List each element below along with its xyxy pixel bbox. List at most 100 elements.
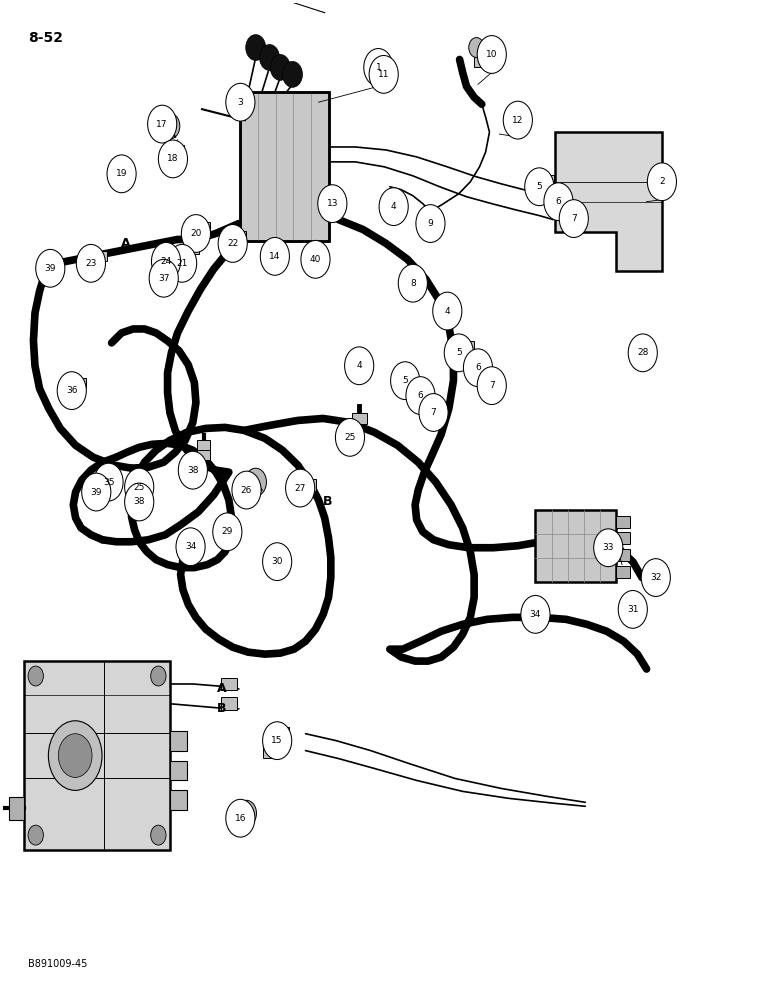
Bar bbox=[174, 145, 185, 154]
Circle shape bbox=[559, 200, 588, 237]
Text: 4: 4 bbox=[391, 202, 397, 211]
Text: 7: 7 bbox=[571, 214, 577, 223]
Text: 14: 14 bbox=[269, 252, 280, 261]
Text: 20: 20 bbox=[190, 229, 201, 238]
Text: 2: 2 bbox=[659, 177, 665, 186]
Bar bbox=[262, 744, 279, 758]
Bar bbox=[464, 341, 474, 350]
Text: 4: 4 bbox=[445, 307, 450, 316]
Bar bbox=[197, 450, 211, 460]
Text: 25: 25 bbox=[134, 483, 145, 492]
Text: 12: 12 bbox=[512, 116, 523, 125]
Bar bbox=[232, 231, 245, 242]
Circle shape bbox=[151, 666, 166, 686]
Bar bbox=[222, 678, 236, 690]
Text: 3: 3 bbox=[238, 98, 243, 107]
Text: 28: 28 bbox=[637, 348, 648, 357]
Circle shape bbox=[168, 244, 197, 282]
Bar bbox=[95, 251, 107, 261]
Circle shape bbox=[628, 334, 657, 372]
Text: 35: 35 bbox=[103, 478, 114, 487]
Circle shape bbox=[286, 469, 315, 507]
Text: 26: 26 bbox=[241, 486, 252, 495]
Text: 21: 21 bbox=[177, 259, 188, 268]
Bar bbox=[409, 268, 422, 278]
Text: 34: 34 bbox=[185, 542, 196, 551]
Circle shape bbox=[525, 168, 554, 206]
Text: 5: 5 bbox=[537, 182, 542, 191]
Circle shape bbox=[335, 418, 364, 456]
Bar bbox=[555, 189, 566, 198]
Circle shape bbox=[76, 244, 106, 282]
Circle shape bbox=[477, 36, 506, 73]
Text: 9: 9 bbox=[428, 219, 433, 228]
Text: 1: 1 bbox=[375, 63, 381, 72]
Text: 17: 17 bbox=[157, 120, 168, 129]
Text: 16: 16 bbox=[235, 814, 246, 823]
Circle shape bbox=[369, 55, 398, 93]
Text: B891009-45: B891009-45 bbox=[28, 959, 87, 969]
Circle shape bbox=[107, 155, 136, 193]
Text: 30: 30 bbox=[272, 557, 283, 566]
Text: 37: 37 bbox=[158, 274, 170, 283]
Circle shape bbox=[642, 559, 670, 596]
Circle shape bbox=[151, 825, 166, 845]
Circle shape bbox=[477, 367, 506, 405]
Bar bbox=[258, 92, 276, 241]
Circle shape bbox=[236, 800, 256, 826]
Circle shape bbox=[406, 377, 435, 414]
Text: 5: 5 bbox=[456, 348, 462, 357]
Circle shape bbox=[444, 334, 473, 372]
Circle shape bbox=[379, 188, 408, 226]
Text: 4: 4 bbox=[357, 361, 362, 370]
Bar bbox=[351, 413, 367, 424]
Circle shape bbox=[364, 49, 393, 86]
Circle shape bbox=[262, 722, 292, 760]
Bar bbox=[240, 92, 329, 241]
Circle shape bbox=[419, 394, 448, 431]
Text: 27: 27 bbox=[294, 484, 306, 493]
Bar bbox=[170, 790, 187, 810]
Bar bbox=[187, 244, 199, 254]
Bar bbox=[170, 731, 187, 751]
Bar bbox=[198, 222, 210, 232]
Circle shape bbox=[218, 225, 247, 262]
Circle shape bbox=[28, 666, 43, 686]
Circle shape bbox=[398, 264, 428, 302]
Bar bbox=[303, 479, 317, 491]
Circle shape bbox=[178, 451, 208, 489]
Circle shape bbox=[594, 529, 623, 567]
Circle shape bbox=[469, 38, 484, 57]
Circle shape bbox=[158, 140, 188, 178]
Circle shape bbox=[213, 513, 242, 551]
Text: 8-52: 8-52 bbox=[28, 31, 63, 45]
Circle shape bbox=[301, 240, 330, 278]
Bar bbox=[616, 532, 630, 544]
Circle shape bbox=[245, 35, 266, 60]
Circle shape bbox=[160, 113, 180, 139]
Bar bbox=[477, 356, 487, 365]
Bar bbox=[616, 566, 630, 578]
Bar bbox=[536, 510, 616, 582]
Bar bbox=[272, 727, 289, 741]
Circle shape bbox=[262, 543, 292, 581]
Text: 32: 32 bbox=[650, 573, 662, 582]
Text: 7: 7 bbox=[489, 381, 495, 390]
Circle shape bbox=[416, 205, 445, 242]
Circle shape bbox=[36, 249, 65, 287]
Text: B: B bbox=[217, 702, 227, 715]
Circle shape bbox=[94, 463, 123, 501]
Circle shape bbox=[124, 468, 154, 506]
Bar bbox=[9, 797, 24, 820]
Bar bbox=[427, 211, 440, 223]
Circle shape bbox=[147, 105, 177, 143]
Circle shape bbox=[226, 799, 255, 837]
Text: 38: 38 bbox=[134, 497, 145, 506]
Bar bbox=[639, 344, 652, 354]
Circle shape bbox=[151, 242, 181, 280]
Circle shape bbox=[49, 721, 102, 790]
Text: 36: 36 bbox=[66, 386, 77, 395]
Circle shape bbox=[503, 101, 533, 139]
Text: 6: 6 bbox=[418, 391, 423, 400]
Text: 29: 29 bbox=[222, 527, 233, 536]
